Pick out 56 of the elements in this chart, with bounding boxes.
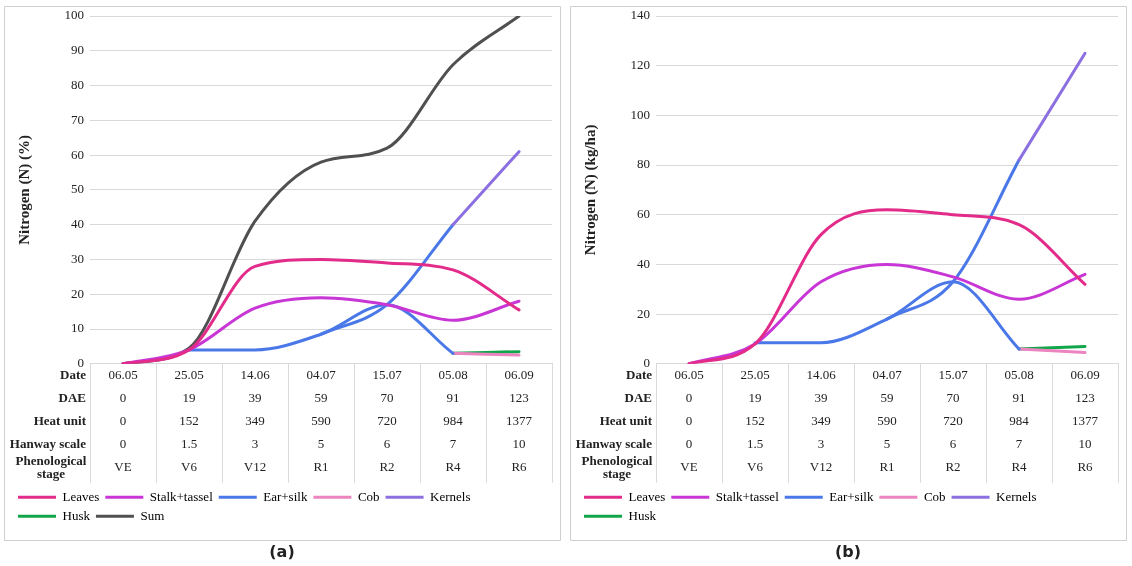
y-tick-label: 80 xyxy=(637,156,650,172)
text: Hanway scale xyxy=(9,436,87,452)
x-tick-label: 15.07 70 720 6 R2 xyxy=(372,367,403,475)
text: Heat unit xyxy=(599,413,653,429)
x-tick-label: 05.08 91 984 7 R4 xyxy=(438,367,468,475)
text: Heat unit xyxy=(33,413,87,429)
y-tick-label: 40 xyxy=(637,255,650,271)
text: DAE xyxy=(624,390,652,406)
x-tick-label: 04.07 59 590 5 R1 xyxy=(306,367,337,475)
x-tick-label: 06.05 0 0 0 VE xyxy=(674,367,704,475)
y-tick-label: 70 xyxy=(71,111,84,127)
legend-label: Kernels xyxy=(996,488,1037,504)
y-tick-label: 50 xyxy=(71,181,84,197)
text: DAE xyxy=(58,390,86,406)
x-tick-label: 25.05 19 152 1.5 V6 xyxy=(174,367,204,475)
text: (b) xyxy=(834,541,862,561)
legend-label: Kernels xyxy=(430,488,471,504)
text: Hanway scale xyxy=(575,436,653,452)
text: Phenological stage xyxy=(581,453,653,482)
text: Phenological stage xyxy=(15,453,87,482)
y-tick-label: 100 xyxy=(64,7,84,23)
legend-label: Stalk+tassel xyxy=(715,488,780,504)
x-tick-label: 06.09 123 1377 10 R6 xyxy=(504,367,534,475)
y-tick-label: 10 xyxy=(71,320,84,336)
y-axis-title: Nitrogen (N) (kg/ha) xyxy=(581,124,599,256)
legend-label: Leaves xyxy=(62,488,100,504)
y-tick-label: 140 xyxy=(630,7,650,23)
y-tick-label: 60 xyxy=(71,146,84,162)
x-tick-label: 05.08 91 984 7 R4 xyxy=(1004,367,1034,475)
text: (a) xyxy=(269,541,295,561)
y-tick-label: 20 xyxy=(637,305,650,321)
y-tick-label: 30 xyxy=(71,250,84,266)
y-tick-label: 40 xyxy=(71,216,84,232)
legend-label: Husk xyxy=(628,507,657,523)
legend-label: Ear+silk xyxy=(829,488,874,504)
y-tick-label: 100 xyxy=(630,106,650,122)
y-tick-label: 60 xyxy=(637,206,650,222)
x-tick-label: 06.05 0 0 0 VE xyxy=(108,367,138,475)
x-tick-label: 25.05 19 152 1.5 V6 xyxy=(740,367,770,475)
legend-label: Sum xyxy=(140,507,165,523)
y-tick-label: 20 xyxy=(71,285,84,301)
y-tick-label: 90 xyxy=(71,42,84,58)
y-axis-title: Nitrogen (N) (%) xyxy=(15,135,33,245)
x-tick-label: 15.07 70 720 6 R2 xyxy=(938,367,969,475)
legend-label: Cob xyxy=(923,488,946,504)
x-tick-label: 04.07 59 590 5 R1 xyxy=(872,367,903,475)
legend-label: Stalk+tassel xyxy=(149,488,214,504)
legend-label: Ear+silk xyxy=(263,488,308,504)
x-tick-label: 14.06 39 349 3 V12 xyxy=(240,367,271,475)
x-tick-label: 06.09 123 1377 10 R6 xyxy=(1070,367,1100,475)
legend-label: Husk xyxy=(62,507,91,523)
legend-label: Leaves xyxy=(628,488,666,504)
legend-label: Cob xyxy=(357,488,380,504)
x-tick-label: 14.06 39 349 3 V12 xyxy=(806,367,837,475)
y-tick-label: 80 xyxy=(71,76,84,92)
y-tick-label: 120 xyxy=(630,57,650,73)
